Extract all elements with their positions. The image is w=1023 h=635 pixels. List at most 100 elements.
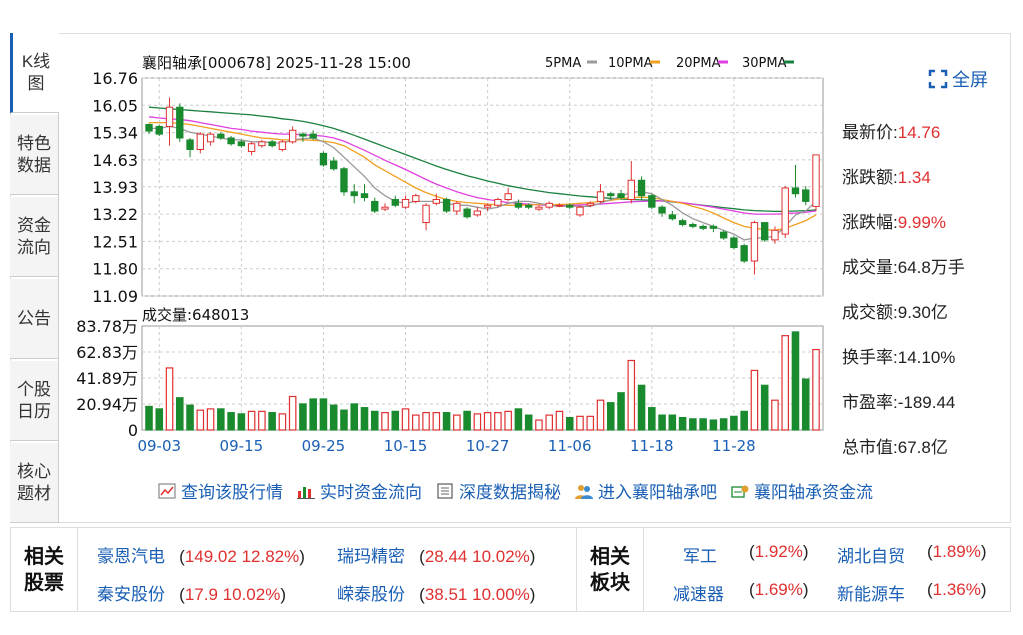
- tab-label: 特色数据: [17, 133, 51, 175]
- related-sector-name[interactable]: 湖北自贸: [837, 547, 905, 566]
- related-sector-name[interactable]: 减速器: [673, 585, 724, 604]
- volume-bar: [689, 418, 697, 431]
- related-stock-name[interactable]: 嵘泰股份: [337, 585, 405, 604]
- stat-label: 最新价:: [842, 123, 898, 142]
- related-sector[interactable]: 湖北自贸: [837, 542, 905, 567]
- related-sector[interactable]: 军工: [683, 542, 717, 567]
- candle-body: [453, 202, 461, 212]
- volume-bar: [442, 412, 451, 431]
- paren: (: [419, 547, 425, 566]
- related-stock-price: 28.44: [424, 547, 468, 566]
- candle-body: [360, 193, 369, 199]
- x-tick-label: 11-06: [548, 437, 592, 455]
- related-sector-name[interactable]: 军工: [683, 547, 717, 566]
- quick-link[interactable]: 查询该股行情: [158, 478, 283, 503]
- volume-bar: [412, 414, 420, 431]
- related-stock-price: 17.9: [184, 585, 218, 604]
- related-stock-pct: 10.02%: [472, 547, 530, 566]
- stat-label: 换手率:: [842, 348, 898, 367]
- stat-label: 成交量:: [842, 258, 898, 277]
- candle-body: [555, 204, 564, 207]
- quick-link[interactable]: 襄阳轴承资金流: [731, 478, 873, 503]
- quick-link[interactable]: 实时资金流向: [297, 478, 422, 503]
- candle-body: [658, 206, 666, 214]
- tab-3[interactable]: 公告: [10, 279, 58, 359]
- tab-1[interactable]: 特色数据: [10, 115, 58, 195]
- candle-body: [330, 160, 338, 170]
- stat-value: 1.34: [897, 168, 931, 187]
- stat-value: 67.8亿: [897, 438, 948, 457]
- related-stock-pct: 12.82%: [241, 547, 300, 566]
- related-sector-pct: 1.92%: [754, 542, 803, 561]
- fullscreen-button[interactable]: 全屏: [928, 66, 988, 92]
- price-tick-label: 12.51: [92, 232, 138, 251]
- tab-0[interactable]: K线图: [10, 33, 59, 113]
- quick-links: 查询该股行情 实时资金流向 深度数据揭秘 进入襄阳轴承吧 襄阳轴承资金流: [158, 478, 873, 503]
- volume-bar: [463, 410, 471, 431]
- quick-link[interactable]: 深度数据揭秘: [436, 478, 561, 503]
- volume-bar: [750, 369, 759, 431]
- stat-value: 14.10%: [897, 348, 956, 367]
- volume-bar: [801, 378, 810, 431]
- stat-label: 涨跌幅:: [842, 213, 898, 232]
- related-stock[interactable]: 秦安股份 (17.9 10.02%): [97, 580, 286, 605]
- candle-body: [391, 198, 399, 206]
- stat-value: 14.76: [897, 123, 941, 142]
- paren: (: [179, 547, 185, 566]
- candle-body: [432, 198, 441, 204]
- related-stock-name[interactable]: 秦安股份: [97, 585, 165, 604]
- fullscreen-label: 全屏: [952, 70, 988, 90]
- candle-body: [627, 179, 635, 200]
- stat-row: 成交量:64.8万手: [842, 253, 1012, 298]
- chart-panel: [10, 33, 1011, 523]
- quick-link[interactable]: 进入襄阳轴承吧: [575, 478, 717, 503]
- volume-bar: [165, 367, 174, 431]
- candle-body: [648, 195, 656, 208]
- candle-body: [268, 141, 276, 147]
- related-sector[interactable]: 减速器: [673, 580, 724, 605]
- candle-body: [576, 206, 584, 216]
- candle-body: [186, 139, 194, 151]
- volume-bar: [586, 415, 595, 431]
- x-tick-label: 10-15: [384, 437, 428, 455]
- volume-bar: [596, 399, 605, 431]
- candle-body: [401, 198, 410, 208]
- related-stock[interactable]: 豪恩汽电 (149.02 12.82%): [97, 542, 305, 567]
- related-sector-name[interactable]: 新能源车: [837, 585, 905, 604]
- quick-link-label: 深度数据揭秘: [459, 483, 561, 502]
- price-tick-label: 16.05: [92, 96, 138, 115]
- tab-2[interactable]: 资金流向: [10, 197, 58, 277]
- tab-4[interactable]: 个股日历: [10, 361, 58, 441]
- volume-bar: [617, 392, 625, 431]
- quick-link-label: 查询该股行情: [181, 483, 283, 502]
- related-stock[interactable]: 瑞玛精密 (28.44 10.02%): [337, 542, 535, 567]
- quote-stats: 最新价:14.76 涨跌额:1.34 涨跌幅:9.99% 成交量:64.8万手 成交额:…: [842, 118, 1012, 478]
- related-sector-change: (1.92%): [749, 542, 809, 561]
- related-sector[interactable]: 新能源车: [837, 580, 905, 605]
- price-tick-label: 13.93: [92, 178, 138, 197]
- tab-5[interactable]: 核心题材: [10, 443, 58, 523]
- volume-bar: [678, 416, 687, 431]
- divider: [643, 528, 644, 611]
- stat-row: 换手率:14.10%: [842, 343, 1012, 388]
- candle-body: [247, 143, 256, 152]
- volume-bar: [637, 384, 646, 431]
- candle-body: [637, 179, 646, 197]
- candle-body: [494, 198, 502, 206]
- candle-body: [381, 206, 389, 210]
- price-tick-label: 14.63: [92, 151, 138, 170]
- volume-bar: [514, 408, 523, 431]
- volume-bar: [360, 407, 369, 431]
- related-stock-name[interactable]: 豪恩汽电: [97, 547, 165, 566]
- x-tick-label: 09-15: [220, 437, 264, 455]
- tab-label: 个股日历: [17, 379, 51, 421]
- related-stock-name[interactable]: 瑞玛精密: [337, 547, 405, 566]
- tab-label: 核心题材: [17, 461, 51, 503]
- candle-body: [227, 137, 235, 145]
- volume-bar: [771, 399, 779, 431]
- volume-bar: [288, 395, 297, 431]
- related-stock[interactable]: 嵘泰股份 (38.51 10.00%): [337, 580, 535, 605]
- candle-body: [771, 229, 779, 241]
- volume-bar: [648, 407, 656, 431]
- volume-bar: [278, 413, 287, 431]
